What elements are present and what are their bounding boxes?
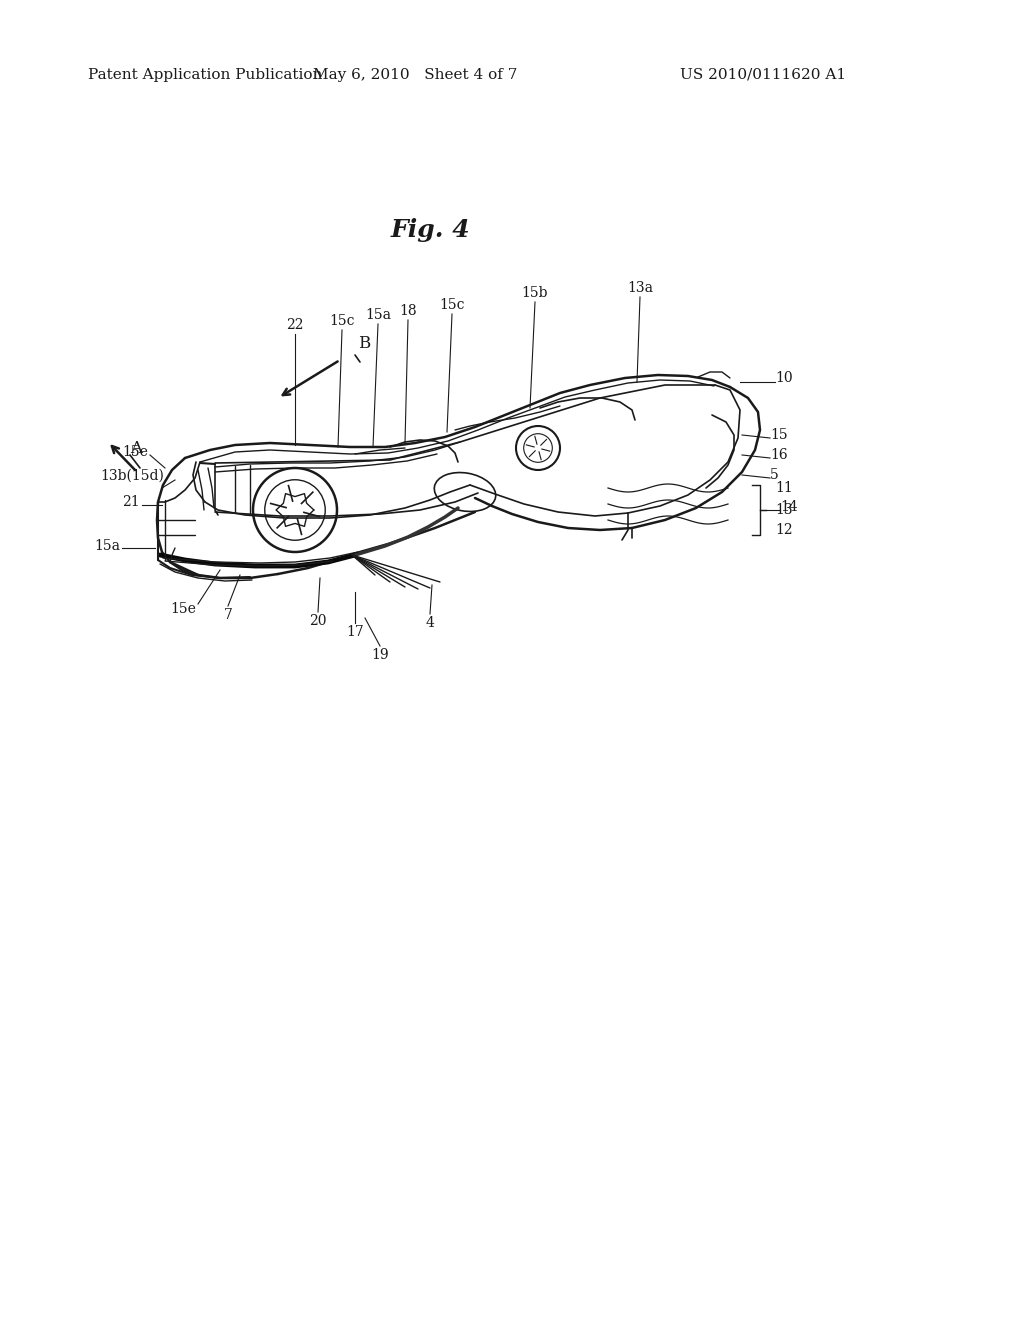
Text: Fig. 4: Fig. 4 bbox=[390, 218, 470, 242]
Text: 15e: 15e bbox=[170, 602, 196, 616]
Text: 21: 21 bbox=[123, 495, 140, 510]
Text: 15c: 15c bbox=[330, 314, 354, 327]
Text: 15a: 15a bbox=[365, 308, 391, 322]
Text: 16: 16 bbox=[770, 447, 787, 462]
Text: 15e: 15e bbox=[122, 445, 148, 459]
Text: 13b(15d): 13b(15d) bbox=[100, 469, 164, 483]
Text: 22: 22 bbox=[287, 318, 304, 333]
Text: US 2010/0111620 A1: US 2010/0111620 A1 bbox=[680, 69, 846, 82]
Text: 14: 14 bbox=[780, 500, 798, 513]
Text: 10: 10 bbox=[775, 371, 793, 385]
Text: 12: 12 bbox=[775, 523, 793, 537]
Text: 4: 4 bbox=[426, 616, 434, 630]
Text: B: B bbox=[358, 335, 371, 352]
Text: 15c: 15c bbox=[439, 298, 465, 312]
Text: 15: 15 bbox=[770, 428, 787, 442]
Text: Patent Application Publication: Patent Application Publication bbox=[88, 69, 323, 82]
Text: 5: 5 bbox=[770, 469, 778, 482]
Text: 19: 19 bbox=[371, 648, 389, 663]
Text: 13a: 13a bbox=[627, 281, 653, 294]
Text: 11: 11 bbox=[775, 480, 793, 495]
Text: 15a: 15a bbox=[94, 539, 120, 553]
Text: 20: 20 bbox=[309, 614, 327, 628]
Text: 7: 7 bbox=[223, 609, 232, 622]
Text: 18: 18 bbox=[399, 304, 417, 318]
Text: A: A bbox=[130, 440, 142, 457]
Text: 17: 17 bbox=[346, 624, 364, 639]
Text: 15b: 15b bbox=[522, 286, 548, 300]
Text: May 6, 2010   Sheet 4 of 7: May 6, 2010 Sheet 4 of 7 bbox=[312, 69, 517, 82]
Text: 13: 13 bbox=[775, 503, 793, 517]
